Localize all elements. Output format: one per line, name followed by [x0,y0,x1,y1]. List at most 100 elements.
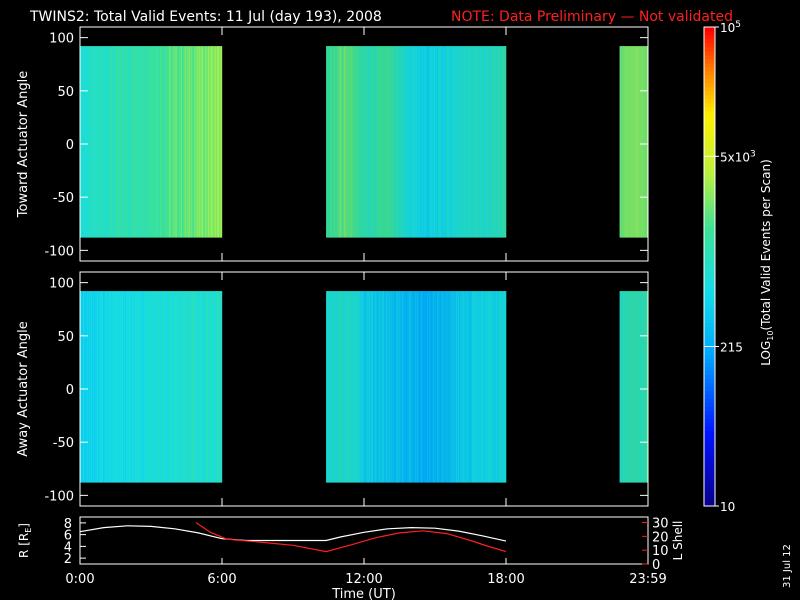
colorbar-band [704,234,715,240]
spectrogram-column [378,291,380,483]
spectrogram-column [356,46,358,238]
spectrogram-column [145,46,147,238]
spectrogram-column [644,46,646,238]
spectrogram-column [485,46,487,238]
spectrogram-column [391,46,393,238]
colorbar-band [704,498,715,503]
spectrogram-column [168,46,170,238]
colorbar-band [704,410,715,415]
spectrogram-column [343,291,345,483]
spectrogram-column [131,46,133,238]
spectrogram-column [109,291,111,483]
spectrogram-column [439,46,441,238]
spectrogram-column [199,291,201,483]
lshell-line [195,522,507,553]
spectrogram-column [335,291,337,483]
y-tick-label: 50 [57,85,74,100]
spectrogram-column [213,46,215,238]
spectrogram-column [366,291,368,483]
spectrogram-column [646,46,648,238]
spectrogram-column [168,291,170,483]
spectrogram-column [138,46,140,238]
y-tick-label: 0 [66,138,74,153]
spectrogram-column [406,291,408,483]
colorbar-band [704,358,715,363]
spectrogram-column [422,46,424,238]
spectrogram-column [343,46,345,238]
colorbar-band [704,270,715,276]
spectrogram-column [380,46,382,238]
spectrogram-column [156,291,158,483]
spectrogram-column [359,46,361,238]
spectrogram-column [164,46,166,238]
spectrogram-column [490,291,492,483]
colorbar-band [704,246,715,252]
spectrogram-column [425,46,427,238]
colorbar-band [704,450,715,455]
spectrogram-column [169,46,171,238]
spectrogram-column [389,46,391,238]
spectrogram-column [503,46,505,238]
spectrogram-column [127,46,129,238]
colorbar-band [704,226,715,232]
spectrogram-column [147,46,149,238]
spectrogram-column [475,291,477,483]
colorbar-band [704,126,715,132]
spectrogram-column [637,46,639,238]
spectrogram-column [123,46,125,238]
spectrogram-column [212,46,214,238]
colorbar-band [704,50,715,56]
spectrogram-column [218,291,220,483]
spectrogram-column [162,291,164,483]
spectrogram-column [133,46,135,238]
spectrogram-column [120,46,122,238]
colorbar-band [704,202,715,208]
colorbar-band [704,458,715,463]
colorbar-band [704,110,715,116]
spectrogram-column [640,291,642,483]
spectrogram-column [393,291,395,483]
spectrogram-column [350,291,352,483]
spectrogram-column [467,46,469,238]
spectrogram-column [625,291,627,483]
spectrogram-column [160,291,162,483]
spectrogram-column [405,291,407,483]
spectrogram-column [161,46,163,238]
spectrogram-column [126,291,128,483]
spectrogram-column [347,291,349,483]
spectrogram-column [420,46,422,238]
spectrogram-column [436,291,438,483]
spectrogram-column [334,291,336,483]
colorbar-band [704,210,715,216]
colorbar-band [704,206,715,212]
spectrogram-column [383,46,385,238]
spectrogram-column [623,46,625,238]
spectrogram-column [167,46,169,238]
y-tick-label: -100 [44,244,74,259]
spectrogram-column [105,46,107,238]
spectrogram-column [364,291,366,483]
spectrogram-column [217,291,219,483]
spectrogram-column [104,291,106,483]
spectrogram-column [339,46,341,238]
colorbar-band [704,346,715,351]
colorbar-band [704,186,715,192]
spectrogram-column [184,291,186,483]
colorbar-band [704,218,715,224]
spectrogram-column [457,46,459,238]
spectrogram-column [486,291,488,483]
colorbar-band [704,78,715,84]
spectrogram-column [474,291,476,483]
spectrogram-column [502,46,504,238]
spectrogram-column [410,291,412,483]
colorbar-band [704,174,715,180]
spectrogram-column [338,291,340,483]
spectrogram-column [431,46,433,238]
spectrogram-column [473,46,475,238]
spectrogram-column [140,291,142,483]
spectrogram-column [424,291,426,483]
spectrogram-column [114,46,116,238]
spectrogram-column [354,46,356,238]
spectrogram-column [386,291,388,483]
spectrogram-column [446,291,448,483]
